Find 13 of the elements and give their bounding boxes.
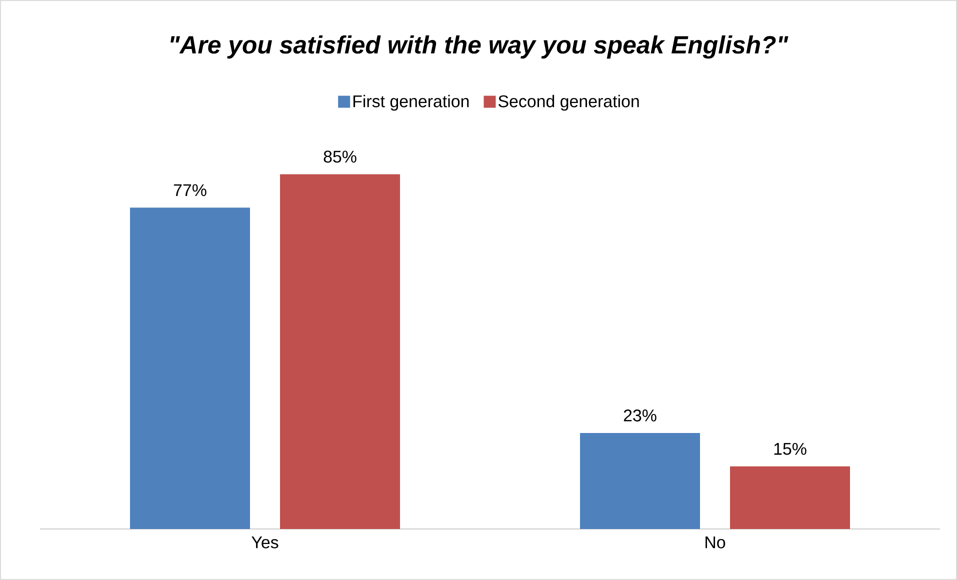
data-label: 15%	[774, 442, 806, 455]
data-label: 23%	[624, 409, 656, 422]
bar	[130, 208, 250, 529]
data-label: 77%	[174, 184, 206, 196]
x-tick-label: No	[706, 536, 726, 548]
bar	[730, 466, 850, 529]
x-tick-label: Yes	[252, 536, 278, 548]
legend-label: Second generation	[498, 94, 639, 111]
bar	[580, 432, 700, 529]
data-label: 85%	[324, 150, 356, 163]
bar	[280, 174, 400, 529]
legend-label: First generation	[353, 94, 469, 111]
chart-title: "Are you satisfied with the way you speak English?"	[170, 35, 788, 59]
